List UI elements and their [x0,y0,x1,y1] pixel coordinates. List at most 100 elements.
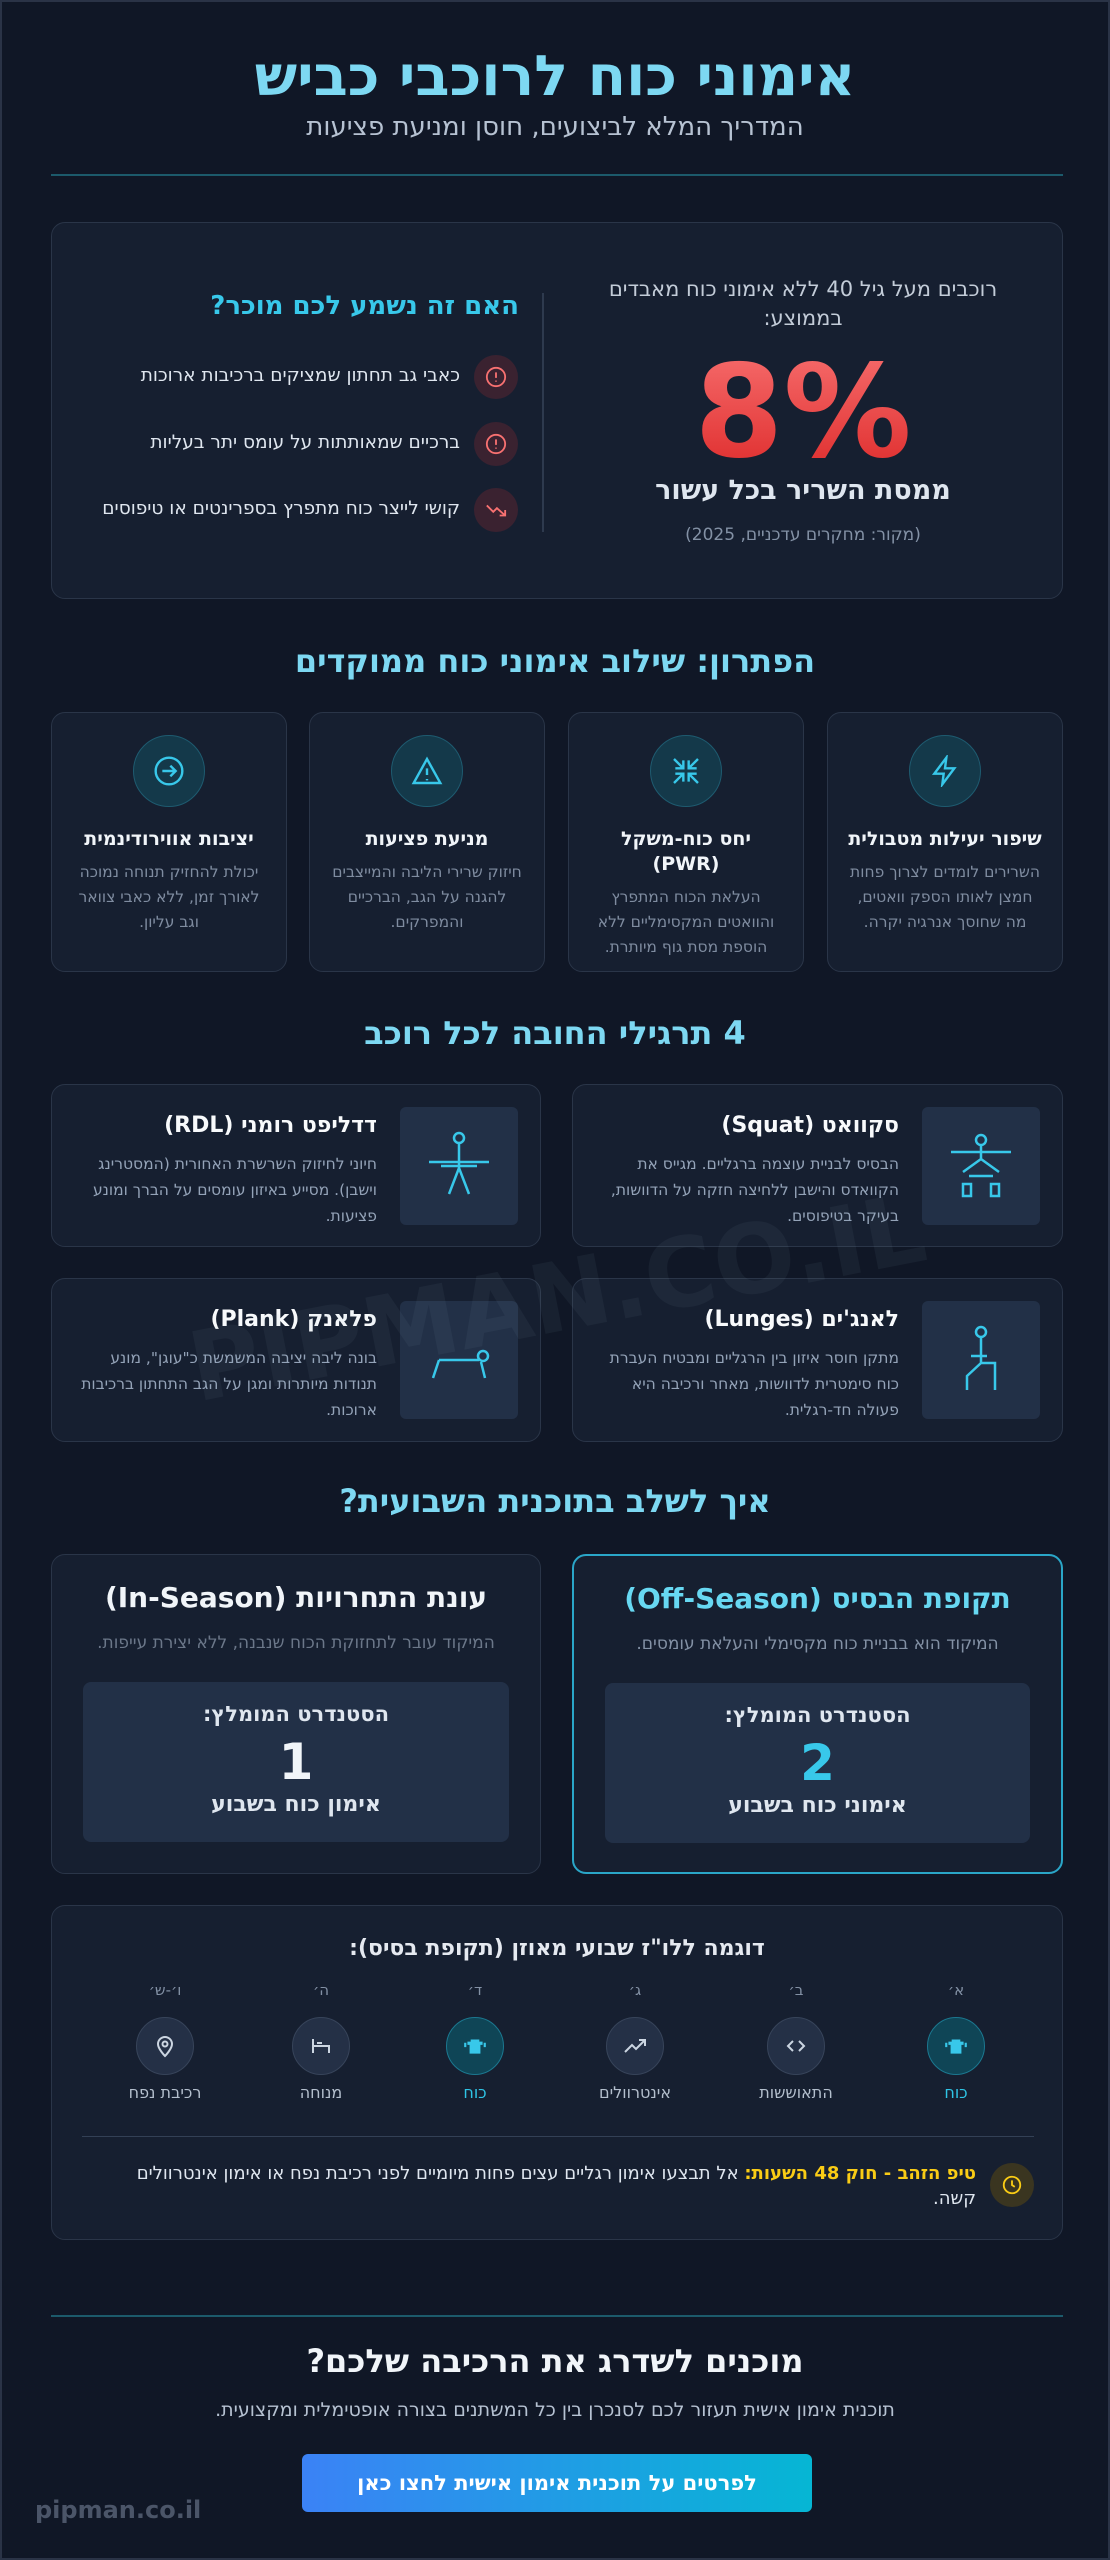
exercise-figure [922,1107,1040,1225]
question: האם זה נשמע לכם מוכר? [210,291,519,321]
benefit-text: יכולת להחזיק תנוחה נמוכה לאורך זמן, ללא … [78,863,260,931]
standard-box: הסטנדרט המומלץ: 2 אימוני כוח בשבוע [605,1683,1030,1843]
warning-icon [391,735,463,807]
exercise-figure [400,1301,518,1419]
brand: pipman.co.il [35,2496,202,2524]
trend-icon [474,488,518,532]
divider [542,293,544,532]
session-unit: אימון כוח בשבוע [211,1792,381,1817]
standard-label: הסטנדרט המומלץ: [724,1703,911,1727]
exercise-text: חיוני לחיזוק השרשרת האחורית (המסטרינג וי… [92,1155,377,1225]
benefit-card: מניעת פציעות חיזוק שרירי הליבה והמייצבים… [309,712,545,972]
day-icon [606,2017,664,2075]
day-icon [136,2017,194,2075]
symptom: כאבי גב תחתון שמציקים ברכיבות ארוכות [140,365,460,386]
session-count: 2 [800,1734,835,1792]
standard-box: הסטנדרט המומלץ: 1 אימון כוח בשבוע [83,1682,509,1842]
tip: טיפ הזהב - חוק 48 השעות: אל תבצעו אימון … [112,2161,976,2211]
section-title: 4 תרגילי החובה לכל רוכב [364,1014,746,1052]
cta-title: מוכנים לשדרג את הרכיבה שלכם? [306,2342,804,2380]
stat-intro: רוכבים מעל גיל 40 ללא אימוני כוח מאבדים … [608,277,998,330]
section-title: איך לשלב בתוכנית השבועית? [339,1482,771,1520]
clock-icon [990,2163,1034,2207]
week-card: דוגמה ללו"ז שבועי מאוזן (תקופת בסיס): א׳… [51,1905,1063,2240]
divider [51,2315,1063,2317]
stat: 8% [572,338,1034,488]
season-focus: המיקוד הוא בבניית כוח מקסימלי והעלאת עומ… [636,1634,999,1654]
exercise-figure [922,1301,1040,1419]
benefit-card: שיפור יעילות מטבולית השרירים לומדים לצרו… [827,712,1063,972]
day-activity: כוח [944,2083,968,2102]
day-label: ג׳ [628,1981,642,1999]
exercise-name: סקוואט (Squat) [721,1113,899,1138]
day-activity: רכיבת נפח [128,2083,202,2102]
season-card: עונת התחרויות (In-Season) המיקוד עובר לת… [51,1554,541,1874]
exercise-card: לאנג'ים (Lunges) מתקן חוסר איזון בין הרג… [572,1278,1063,1442]
problem-card: רוכבים מעל גיל 40 ללא אימוני כוח מאבדים … [51,222,1063,599]
stat-label: ממסת השריר בכל עשור [655,475,951,506]
separator [82,2136,1034,2137]
day: א׳ כוח [877,1981,1035,2111]
season-title: תקופת הבסיס (Off-Season) [624,1582,1011,1615]
benefit-title: מניעת פציעות [365,828,489,850]
benefit-title: שיפור יעילות מטבולית [848,828,1042,850]
day-label: ה׳ [312,1981,330,1999]
alert-icon [474,355,518,399]
day-label: א׳ [947,1981,965,1999]
benefit-text: חיזוק שרירי הליבה והמייצבים להגנה על הגב… [332,863,522,931]
benefit-card: יחס כוח-משקל (PWR) העלאת הכוח המתפרץ והו… [568,712,804,972]
day: ב׳ התאוששות [717,1981,875,2111]
day-activity: אינטרוולים [598,2083,672,2102]
day-icon [927,2017,985,2075]
day-activity: מנוחה [299,2083,343,2102]
symptom: ברכיים שמאותתות על עומס יתר בעליות [150,432,460,453]
exercise-name: פלאנק (Plank) [210,1307,377,1332]
cta-button[interactable]: לפרטים על תוכנית אימון אישית לחצו כאן [302,2454,812,2512]
day-label: ד׳ [467,1981,483,1999]
divider [51,174,1063,176]
exercise-name: דדליפט רומני (RDL) [164,1113,377,1138]
exercise-card: דדליפט רומני (RDL) חיוני לחיזוק השרשרת ה… [51,1084,541,1247]
alert-icon [474,422,518,466]
benefit-title: יציבות אווירודינמית [84,828,254,850]
exercise-text: מתקן חוסר איזון בין הרגליים ומבטיח העברת… [609,1349,899,1419]
exercise-card: סקוואט (Squat) הבסיס לבניית עוצמה ברגליי… [572,1084,1063,1247]
title: אימוני כוח לרוכבי כביש [254,44,856,109]
benefit-card: יציבות אווירודינמית יכולת להחזיק תנוחה נ… [51,712,287,972]
bolt-icon [909,735,981,807]
session-unit: אימוני כוח בשבוע [728,1793,907,1818]
tip-text: אל תבצעו אימון רגליים עצים פחות מיומיים … [136,2163,976,2209]
season-title: עונת התחרויות (In-Season) [104,1581,488,1614]
day: ג׳ אינטרוולים [556,1981,714,2111]
session-count: 1 [278,1733,314,1791]
source: (מקור: מחקרים עדכניים, 2025) [685,525,921,545]
season-card: תקופת הבסיס (Off-Season) המיקוד הוא בבני… [572,1554,1063,1874]
day: ד׳ כוח [396,1981,554,2111]
day-activity: התאוששות [759,2083,833,2102]
exercise-text: בונה ליבה יציבה המשמשת כ"עוגן", מונע תנו… [81,1349,377,1419]
day-label: ו׳-ש׳ [148,1981,182,1999]
day: ו׳-ש׳ רכיבת נפח [86,1981,244,2111]
symptom: קושי לייצר כוח מתפרץ בספרינטים או טיפוסי… [102,498,460,519]
benefit-text: העלאת הכוח המתפרץ והוואטים המקסימליים לל… [597,888,775,956]
day-icon [767,2017,825,2075]
subtitle: המדריך המלא לביצועים, חוסן ומניעת פציעות [306,112,804,142]
exercise-name: לאנג'ים (Lunges) [704,1307,899,1332]
day-icon [292,2017,350,2075]
day: ה׳ מנוחה [242,1981,400,2111]
season-focus: המיקוד עובר לתחזוקת הכוח שנבנה, ללא יציר… [97,1633,495,1653]
exercise-text: הבסיס לבניית עוצמה ברגליים. מגייס את הקו… [610,1155,899,1225]
cta-text: תוכנית אימון אישית תעזור לכם לסנכרן בין … [215,2399,895,2421]
section-title: הפתרון: שילוב אימוני כוח ממוקדים [294,642,816,680]
compress-icon [650,735,722,807]
benefit-text: השרירים לומדים לצרוך פחות חמצן לאותו הספ… [850,863,1040,931]
tip-label: טיפ הזהב - חוק 48 השעות: [744,2163,976,2184]
day-activity: כוח [463,2083,487,2102]
day-icon [446,2017,504,2075]
exercise-figure [400,1107,518,1225]
exercise-card: פלאנק (Plank) בונה ליבה יציבה המשמשת כ"ע… [51,1278,541,1442]
benefit-title: יחס כוח-משקל (PWR) [620,828,752,875]
arrow-icon [133,735,205,807]
day-label: ב׳ [788,1981,804,1999]
